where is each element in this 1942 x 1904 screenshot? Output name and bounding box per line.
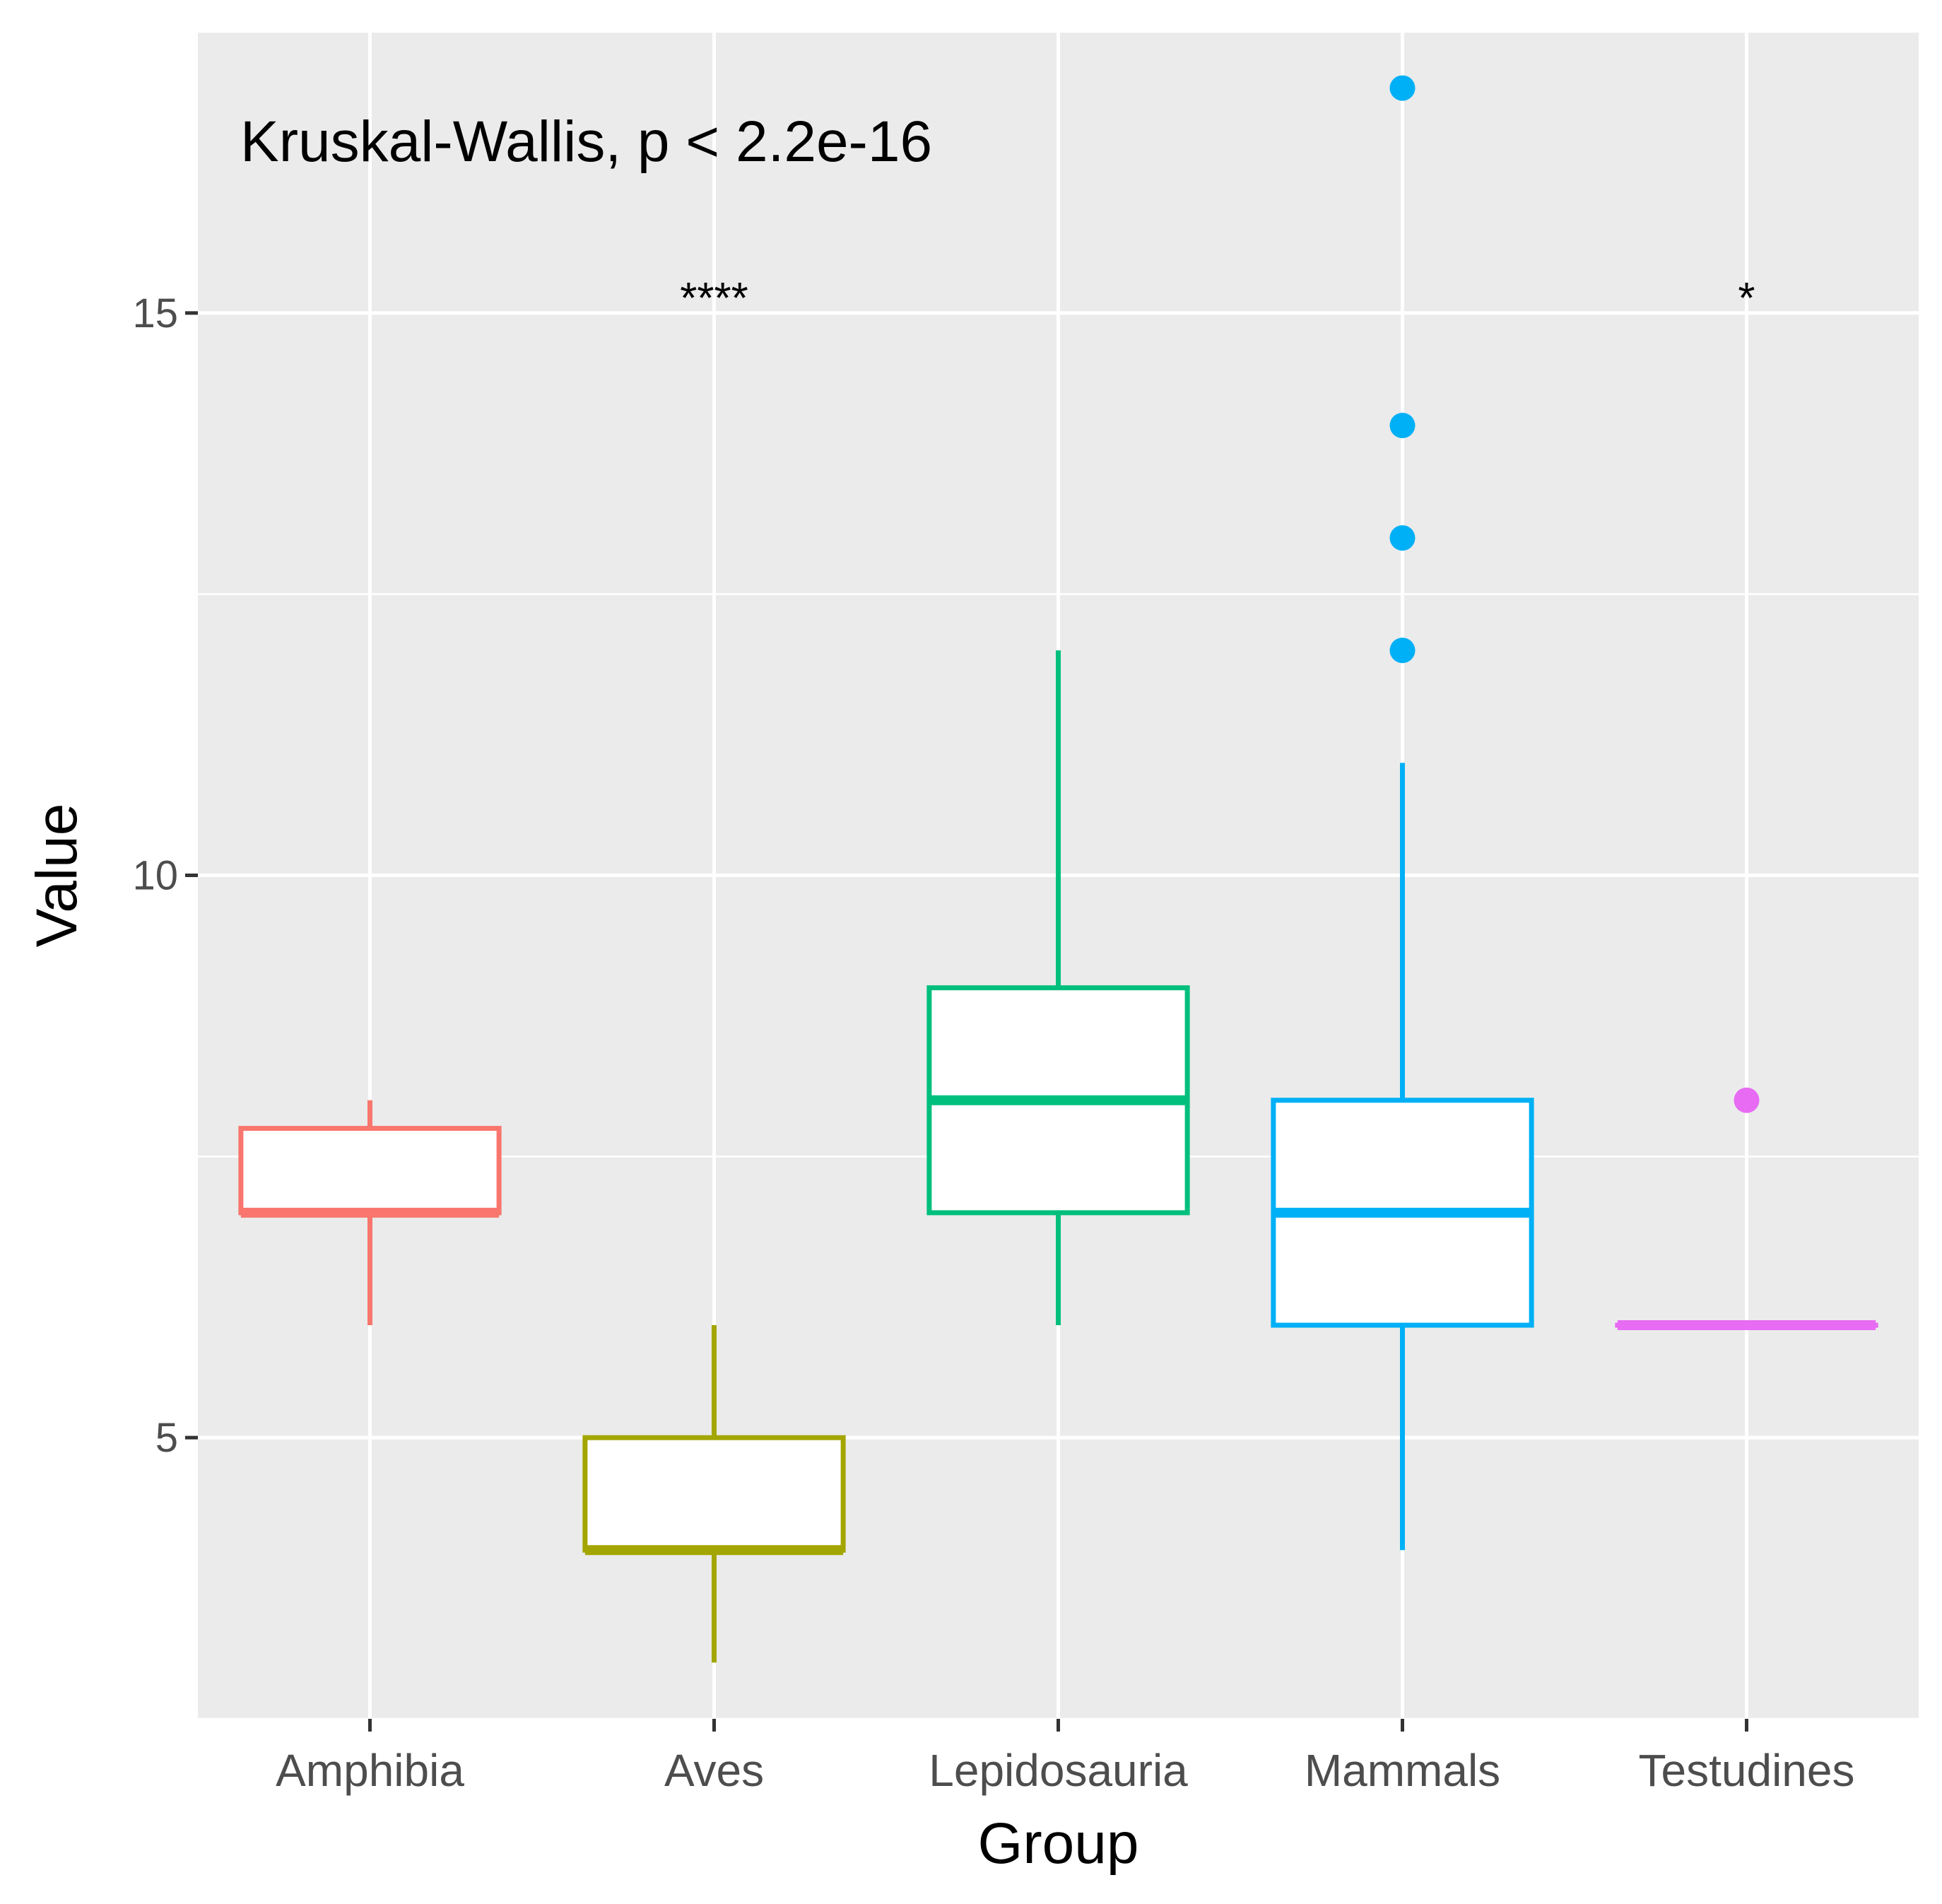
x-axis: Amphibia Aves Lepidosauria Mammals Testudine… bbox=[276, 1719, 1854, 1796]
kruskal-wallis-annotation: Kruskal-Wallis, p < 2.2e-16 bbox=[240, 110, 932, 174]
outlier-point bbox=[1734, 1087, 1760, 1113]
x-tick-label: Mammals bbox=[1305, 1745, 1500, 1796]
box-amphibia bbox=[238, 1100, 502, 1326]
box-iqr bbox=[238, 1126, 502, 1216]
outlier-point bbox=[1389, 412, 1416, 438]
outlier-point bbox=[1389, 75, 1416, 101]
outlier-point bbox=[1389, 525, 1416, 551]
x-tick-label: Aves bbox=[664, 1745, 764, 1796]
box-aves bbox=[582, 1325, 846, 1663]
box-series bbox=[238, 75, 1878, 1663]
y-tick-label: 15 bbox=[132, 290, 178, 336]
box-mammals bbox=[1271, 75, 1534, 1551]
box-testudines bbox=[1615, 1087, 1878, 1331]
significance-label: **** bbox=[680, 274, 748, 323]
y-axis: 5 10 15 bbox=[132, 290, 198, 1461]
y-tick-label: 5 bbox=[155, 1415, 178, 1461]
box-lepidosauria bbox=[926, 650, 1190, 1326]
x-tick-label: Amphibia bbox=[276, 1745, 464, 1796]
y-tick-label: 10 bbox=[132, 853, 178, 899]
x-tick-label: Testudines bbox=[1639, 1745, 1855, 1796]
box-iqr bbox=[582, 1435, 846, 1553]
outlier-point bbox=[1389, 637, 1416, 664]
x-axis-title: Group bbox=[978, 1811, 1139, 1876]
significance-labels: **** * bbox=[680, 274, 1755, 323]
significance-label: * bbox=[1738, 274, 1755, 323]
x-tick-label: Lepidosauria bbox=[929, 1745, 1188, 1796]
y-axis-title: Value bbox=[25, 804, 89, 948]
